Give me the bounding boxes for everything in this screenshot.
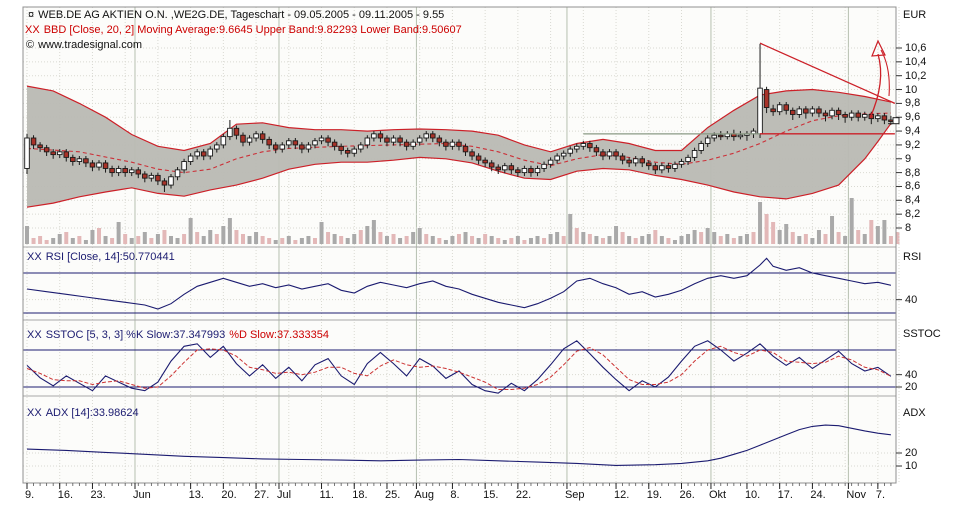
date-tick-label: 10.	[744, 489, 761, 501]
date-tick-label: 27.	[254, 489, 270, 501]
sstoc-indicator-row: XX SSTOC [5, 3, 3] %K Slow:37.347993 %D …	[27, 329, 329, 341]
price-tick-label: 9,2	[905, 138, 921, 151]
date-tick-label: 8.	[450, 489, 460, 501]
adx-tick-label: 10	[905, 460, 918, 472]
date-tick-label: Sep	[564, 489, 585, 501]
date-tick-label: 9.	[25, 489, 35, 501]
adx-remove-xx-icon[interactable]: XX	[27, 407, 42, 419]
price-tick-label: 8,8	[905, 166, 921, 179]
price-tick-label: 9	[905, 152, 912, 165]
date-tick-label: Okt	[708, 489, 727, 501]
date-tick-label: Aug	[414, 489, 434, 501]
rsi-axis-label: RSI	[903, 251, 922, 263]
bbd-remove-xx-icon[interactable]: XX	[25, 24, 40, 36]
date-tick-label: 26.	[679, 489, 695, 501]
adx-tick-label: 20	[905, 447, 918, 459]
date-tick-label: 19.	[646, 489, 663, 501]
adx-axis-label: ADX	[903, 407, 926, 419]
sstoc-indicator-label-d: %D Slow:37.333354	[229, 329, 329, 341]
rsi-indicator-row: XX RSI [Close, 14]:50.770441	[27, 251, 175, 263]
price-tick-label: 10,2	[905, 69, 927, 82]
date-tick-label: Jun	[132, 489, 151, 501]
price-tick-label: 10,6	[905, 42, 927, 54]
pin-icon[interactable]: ¤	[28, 9, 35, 21]
date-tick-label: 16.	[57, 489, 74, 501]
sstoc-axis-label: SSTOC	[903, 328, 941, 340]
price-tick-label: 10,4	[905, 55, 927, 68]
date-tick-label: 17.	[777, 489, 793, 501]
copyright-icon: ©	[26, 39, 35, 51]
date-tick-label: Nov	[846, 489, 866, 501]
date-tick-label: 22.	[515, 489, 532, 501]
watermark-row: © www.tradesignal.com	[26, 39, 142, 51]
sstoc-remove-xx-icon[interactable]: XX	[27, 329, 42, 341]
price-tick-label: 9,8	[905, 97, 921, 110]
sstoc-tick-label: 40	[905, 368, 918, 381]
date-tick-label: 7.	[875, 489, 886, 501]
price-tick-label: 8,4	[905, 194, 921, 207]
date-tick-label: 23.	[90, 489, 106, 501]
adx-indicator-label: ADX [14]:33.98624	[45, 407, 139, 419]
price-tick-label: 8	[905, 222, 912, 234]
date-tick-label: 18.	[352, 489, 368, 501]
chart-title-row: ¤ WEB.DE AG AKTIEN O.N. ,WE2G.DE, Tagesc…	[28, 9, 444, 21]
price-tick-label: 10	[905, 83, 918, 96]
bbd-indicator-row: XX BBD [Close, 20, 2] Moving Average:9.6…	[25, 24, 462, 36]
rsi-tick-label: 40	[905, 293, 918, 306]
date-tick-label: 20.	[221, 489, 237, 501]
price-tick-label: 8,2	[905, 208, 921, 221]
rsi-indicator-label: RSI [Close, 14]:50.770441	[45, 251, 175, 263]
price-tick-label: 8,6	[905, 180, 921, 193]
chart-title: WEB.DE AG AKTIEN O.N. ,WE2G.DE, Tagescha…	[38, 9, 445, 21]
date-tick-label: 11.	[319, 489, 334, 501]
rsi-remove-xx-icon[interactable]: XX	[27, 251, 42, 263]
date-tick-label: 24.	[810, 489, 826, 501]
bbd-indicator-label: BBD [Close, 20, 2] Moving Average:9.6645…	[43, 24, 462, 36]
date-tick-label: 15.	[483, 489, 499, 501]
sstoc-tick-label: 20	[905, 381, 918, 393]
sstoc-indicator-label-k: SSTOC [5, 3, 3] %K Slow:37.347993	[45, 329, 226, 341]
price-tick-label: 9,6	[905, 111, 921, 124]
date-tick-label: 13.	[188, 489, 204, 501]
watermark-text: www.tradesignal.com	[38, 39, 143, 51]
date-tick-label: Jul	[276, 489, 292, 501]
date-tick-label: 12.	[614, 489, 630, 501]
adx-indicator-row: XX ADX [14]:33.98624	[27, 407, 139, 419]
price-axis-unit: EUR	[903, 9, 927, 21]
price-tick-label: 9,4	[905, 125, 921, 138]
date-tick-label: 25.	[384, 489, 401, 501]
